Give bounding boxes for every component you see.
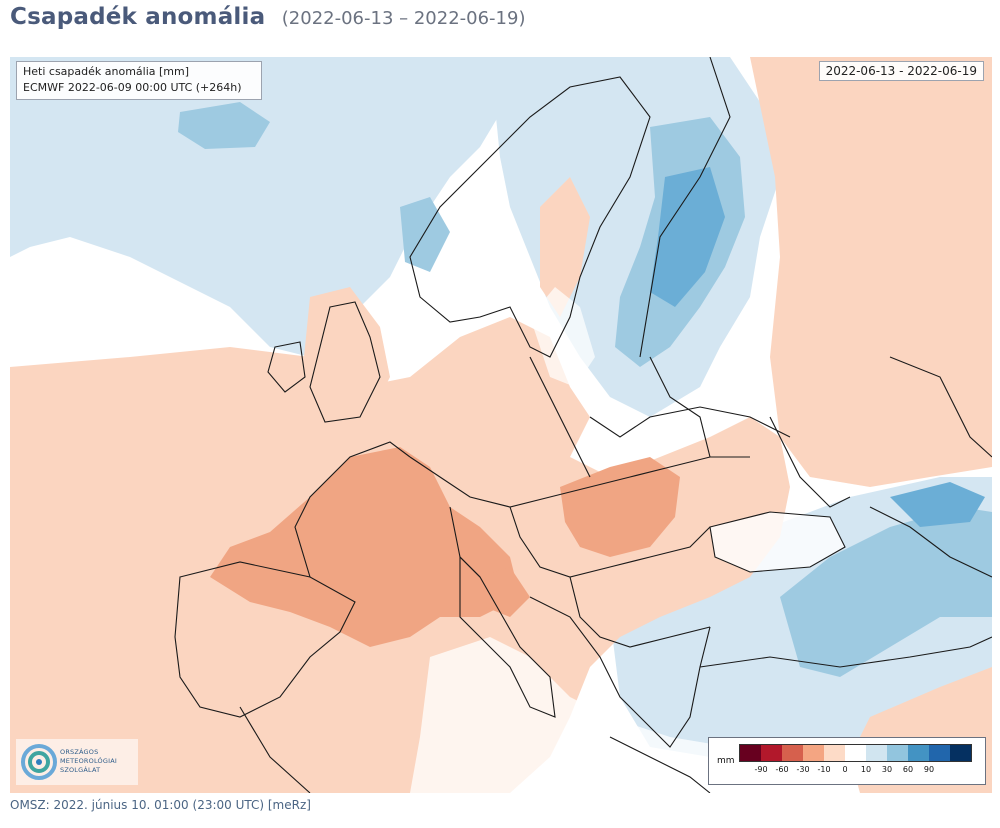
border-line-11 (639, 57, 731, 358)
border-line-1 (409, 456, 750, 508)
wet-region-west-russia-core (650, 167, 725, 307)
legend-swatches (739, 744, 972, 762)
border-line-6 (529, 356, 591, 478)
legend-tick-label: 90 (923, 765, 935, 774)
legend-tick-label: -10 (817, 765, 831, 774)
page-period: (2022-06-13 – 2022-06-19) (281, 8, 526, 29)
dry-region-carpathian (560, 457, 680, 557)
omsz-logo: ORSZÁGOS METEOROLÓGIAI SZOLGÁLAT (16, 739, 138, 785)
legend-tick-label: 10 (860, 765, 872, 774)
legend-unit: mm (717, 756, 735, 766)
coastline-britain (309, 301, 381, 423)
coastline-scandinavia (409, 76, 651, 358)
coastline-ireland (267, 341, 306, 393)
legend-tick-label: 0 (842, 765, 848, 774)
border-line-5 (589, 406, 791, 438)
coastline-iberia (174, 561, 356, 718)
wet-region-anatolia-medium (780, 507, 992, 677)
logo-line-3: SZOLGÁLAT (60, 766, 101, 774)
coastline-france (294, 441, 411, 578)
dry-region-east (750, 57, 992, 487)
page-title: Csapadék anomália (10, 4, 266, 30)
border-line-3 (509, 506, 711, 578)
map-date-label: 2022-06-13 - 2022-06-19 (818, 61, 984, 81)
dry-region-france (210, 447, 520, 647)
logo-line-2: METEOROLÓGIAI (60, 757, 117, 765)
legend-swatch-0 (740, 745, 761, 761)
legend-tick-label: -30 (796, 765, 810, 774)
legend-tick-label: -90 (754, 765, 768, 774)
color-legend: mm -90 -60 -30 -10 0 10 30 60 90 (708, 737, 986, 785)
border-line-10 (869, 506, 992, 578)
border-line-12 (239, 706, 311, 793)
legend-ticks: -90 -60 -30 -10 0 10 30 60 90 (739, 763, 979, 777)
legend-swatch-1 (761, 745, 782, 761)
dry-region-adriatic (480, 567, 530, 617)
border-line-2 (449, 506, 481, 578)
legend-tick-label: -60 (775, 765, 789, 774)
page-footer: OMSZ: 2022. június 10. 01:00 (23:00 UTC)… (10, 798, 311, 812)
border-line-13 (609, 736, 711, 793)
omsz-logo-text: ORSZÁGOS METEOROLÓGIAI SZOLGÁLAT (60, 748, 138, 775)
coastline-italy (459, 555, 556, 718)
dry-region-sweden (540, 177, 590, 317)
dry-anomaly-regions (10, 57, 992, 793)
map-borders (174, 57, 992, 793)
legend-swatch-5 (845, 745, 866, 761)
border-line-9 (889, 356, 992, 458)
legend-swatch-9 (929, 745, 950, 761)
legend-swatch-2 (782, 745, 803, 761)
wet-region-caucasus-core (890, 482, 985, 527)
water-bodies (410, 287, 845, 793)
legend-tick-label: 30 (881, 765, 893, 774)
legend-swatch-6 (866, 745, 887, 761)
omsz-logo-mark-icon (21, 744, 57, 780)
legend-swatch-10 (950, 745, 971, 761)
wet-region-north-atlantic (10, 57, 510, 357)
legend-swatch-4 (824, 745, 845, 761)
legend-tick-label: 60 (902, 765, 914, 774)
border-line-8 (769, 416, 851, 508)
border-line-7 (649, 356, 711, 458)
map-canvas (10, 57, 992, 793)
coastline-black-sea (709, 511, 846, 573)
logo-line-1: ORSZÁGOS (60, 748, 99, 756)
black-sea (710, 512, 845, 572)
dry-region-britain (300, 287, 390, 427)
border-line-4 (569, 576, 711, 648)
legend-swatch-7 (887, 745, 908, 761)
baltic-sea (530, 287, 595, 387)
anomaly-map: Heti csapadék anomália [mm] ECMWF 2022-0… (10, 57, 992, 793)
legend-swatch-3 (803, 745, 824, 761)
coastline-anatolia (699, 636, 992, 668)
legend-swatch-8 (908, 745, 929, 761)
map-info-box: Heti csapadék anomália [mm] ECMWF 2022-0… (16, 61, 262, 100)
info-model-run: ECMWF 2022-06-09 00:00 UTC (+264h) (23, 81, 242, 94)
coastline-balkans (529, 596, 711, 748)
info-title: Heti csapadék anomália [mm] (23, 65, 190, 78)
page-header: Csapadék anomália (2022-06-13 – 2022-06-… (10, 4, 525, 40)
mediterranean-sea (410, 637, 770, 793)
wet-region-iceland (178, 102, 270, 149)
